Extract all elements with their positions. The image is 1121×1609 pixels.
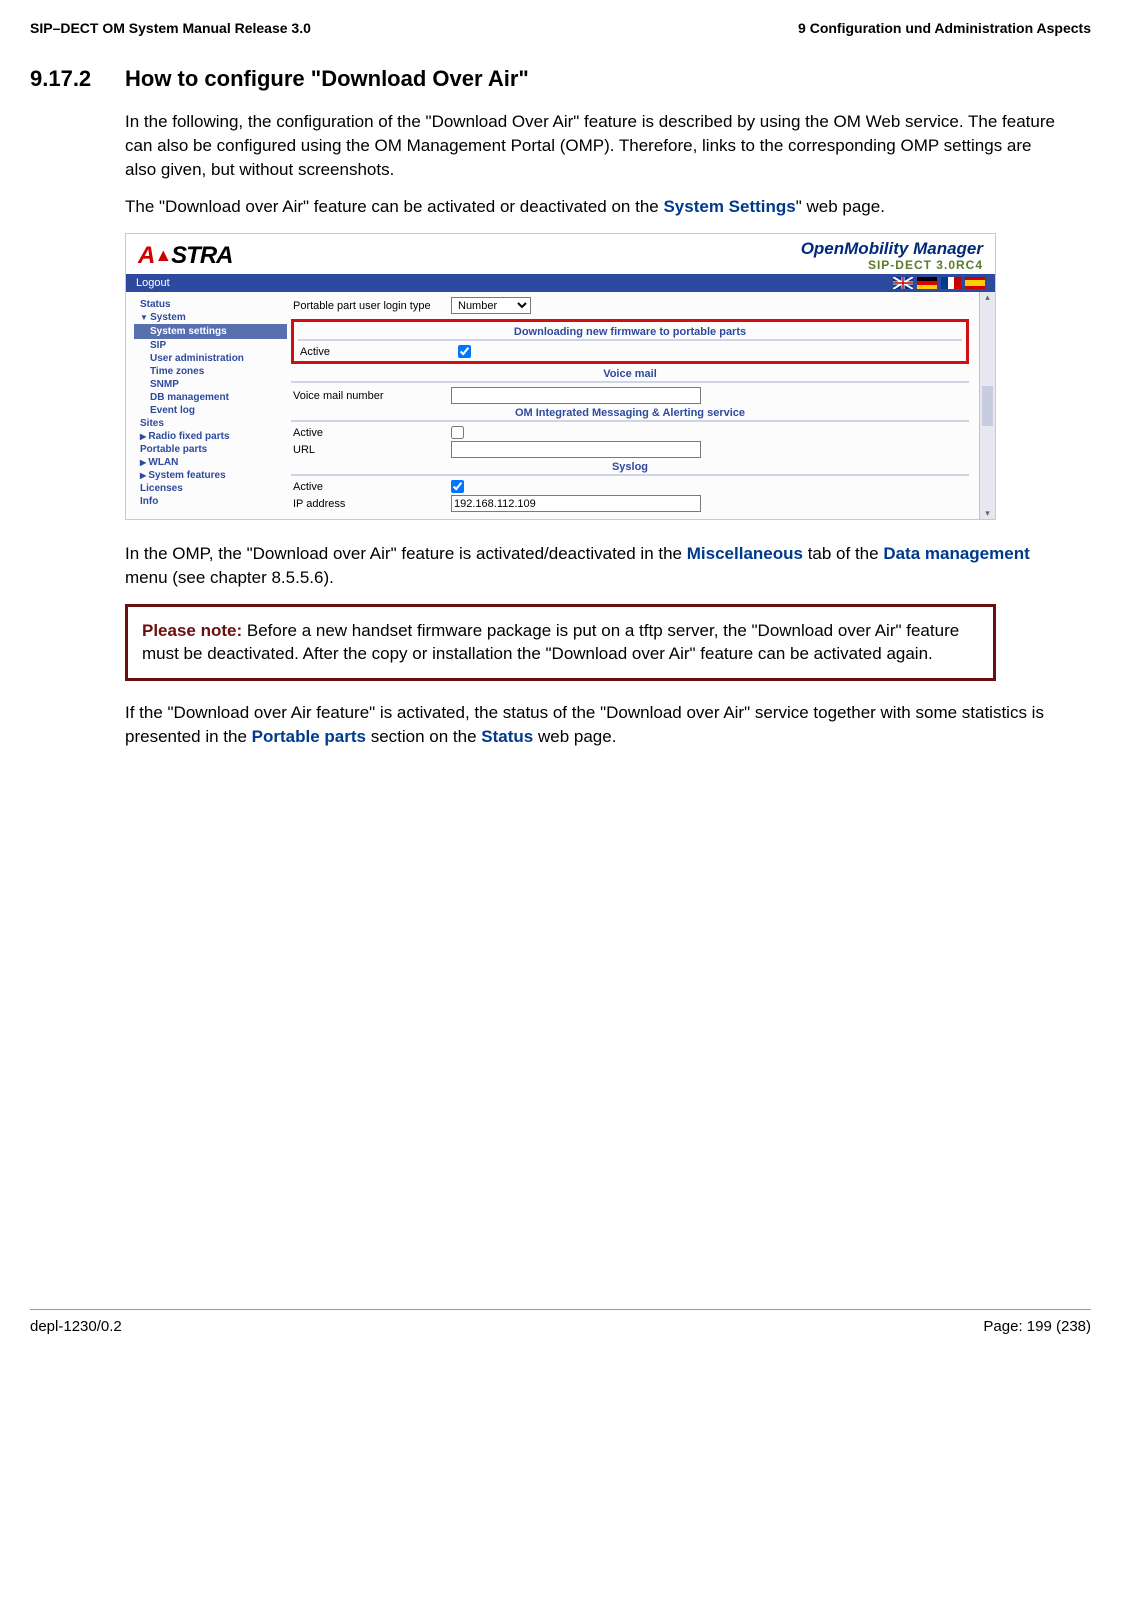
nav-system-settings[interactable]: System settings bbox=[134, 324, 287, 339]
link-portable-parts: Portable parts bbox=[252, 727, 366, 746]
branding-main: OpenMobility Manager bbox=[801, 240, 983, 259]
login-type-label: Portable part user login type bbox=[291, 300, 451, 312]
paragraph-2: The "Download over Air" feature can be a… bbox=[125, 195, 1061, 219]
oima-active-checkbox[interactable] bbox=[451, 426, 464, 439]
please-note-box: Please note: Before a new handset firmwa… bbox=[125, 604, 996, 682]
highlighted-section: Downloading new firmware to portable par… bbox=[291, 319, 969, 364]
nav-sites[interactable]: Sites bbox=[134, 417, 287, 430]
flag-uk-icon[interactable] bbox=[893, 277, 913, 289]
syslog-active-checkbox[interactable] bbox=[451, 480, 464, 493]
logo-rest: STRA bbox=[171, 242, 232, 269]
link-system-settings: System Settings bbox=[663, 197, 795, 216]
para2-pre: The "Download over Air" feature can be a… bbox=[125, 197, 663, 216]
para3-mid: tab of the bbox=[803, 544, 883, 563]
branding-sub: SIP-DECT 3.0RC4 bbox=[801, 259, 983, 272]
footer-left: depl-1230/0.2 bbox=[30, 1318, 122, 1335]
para3-post: menu (see chapter 8.5.5.6). bbox=[125, 568, 334, 587]
ip-address-input[interactable] bbox=[451, 495, 701, 512]
link-miscellaneous: Miscellaneous bbox=[687, 544, 803, 563]
doc-header-left: SIP–DECT OM System Manual Release 3.0 bbox=[30, 20, 311, 36]
link-status: Status bbox=[481, 727, 533, 746]
ip-address-label: IP address bbox=[291, 498, 451, 510]
nav-portable[interactable]: Portable parts bbox=[134, 443, 287, 456]
active-label-2: Active bbox=[291, 427, 451, 439]
nav-user-admin[interactable]: User administration bbox=[134, 352, 287, 365]
logo-aastra: A▲STRA bbox=[138, 242, 233, 270]
nav-licenses[interactable]: Licenses bbox=[134, 482, 287, 495]
scroll-down-icon[interactable]: ▾ bbox=[980, 508, 995, 519]
url-input[interactable] bbox=[451, 441, 701, 458]
active-label-3: Active bbox=[291, 481, 451, 493]
doc-header-right: 9 Configuration und Administration Aspec… bbox=[798, 20, 1091, 36]
section-voicemail: Voice mail bbox=[291, 368, 969, 383]
note-body: Before a new handset firmware package is… bbox=[142, 621, 959, 664]
nav-sip[interactable]: SIP bbox=[134, 339, 287, 352]
download-active-checkbox[interactable] bbox=[458, 345, 471, 358]
paragraph-1: In the following, the configuration of t… bbox=[125, 110, 1061, 181]
flag-es-icon[interactable] bbox=[965, 277, 985, 289]
section-syslog: Syslog bbox=[291, 461, 969, 476]
logo-prefix: A bbox=[138, 242, 154, 269]
vm-number-input[interactable] bbox=[451, 387, 701, 404]
flag-de-icon[interactable] bbox=[917, 277, 937, 289]
para4-mid: section on the bbox=[366, 727, 481, 746]
nav-system[interactable]: System bbox=[134, 311, 287, 324]
nav-sidebar: Status System System settings SIP User a… bbox=[126, 292, 291, 519]
scroll-up-icon[interactable]: ▴ bbox=[980, 292, 995, 303]
section-number: 9.17.2 bbox=[30, 66, 125, 92]
footer-right: Page: 199 (238) bbox=[983, 1318, 1091, 1335]
nav-db-mgmt[interactable]: DB management bbox=[134, 391, 287, 404]
login-type-select[interactable]: Number bbox=[451, 297, 531, 314]
nav-status[interactable]: Status bbox=[134, 298, 287, 311]
nav-wlan[interactable]: WLAN bbox=[134, 456, 287, 469]
nav-snmp[interactable]: SNMP bbox=[134, 378, 287, 391]
nav-event-log[interactable]: Event log bbox=[134, 404, 287, 417]
para4-post: web page. bbox=[533, 727, 616, 746]
scroll-thumb[interactable] bbox=[982, 386, 993, 426]
vm-number-label: Voice mail number bbox=[291, 390, 451, 402]
nav-time-zones[interactable]: Time zones bbox=[134, 365, 287, 378]
note-label: Please note: bbox=[142, 621, 242, 640]
paragraph-4: If the "Download over Air feature" is ac… bbox=[125, 701, 1061, 749]
nav-radio[interactable]: Radio fixed parts bbox=[134, 430, 287, 443]
scrollbar[interactable]: ▴ ▾ bbox=[979, 292, 995, 519]
paragraph-3: In the OMP, the "Download over Air" feat… bbox=[125, 542, 1061, 590]
nav-info[interactable]: Info bbox=[134, 495, 287, 508]
language-flags[interactable] bbox=[893, 277, 985, 289]
section-oima: OM Integrated Messaging & Alerting servi… bbox=[291, 407, 969, 422]
section-download: Downloading new firmware to portable par… bbox=[298, 326, 962, 341]
nav-sys-features[interactable]: System features bbox=[134, 469, 287, 482]
para3-pre: In the OMP, the "Download over Air" feat… bbox=[125, 544, 687, 563]
link-data-management: Data management bbox=[883, 544, 1029, 563]
flag-fr-icon[interactable] bbox=[941, 277, 961, 289]
active-label-1: Active bbox=[298, 346, 458, 358]
url-label: URL bbox=[291, 444, 451, 456]
section-title: How to configure "Download Over Air" bbox=[125, 66, 529, 92]
screenshot-omm: A▲STRA OpenMobility Manager SIP-DECT 3.0… bbox=[125, 233, 996, 520]
logout-link[interactable]: Logout bbox=[136, 277, 170, 289]
para2-post: " web page. bbox=[796, 197, 885, 216]
